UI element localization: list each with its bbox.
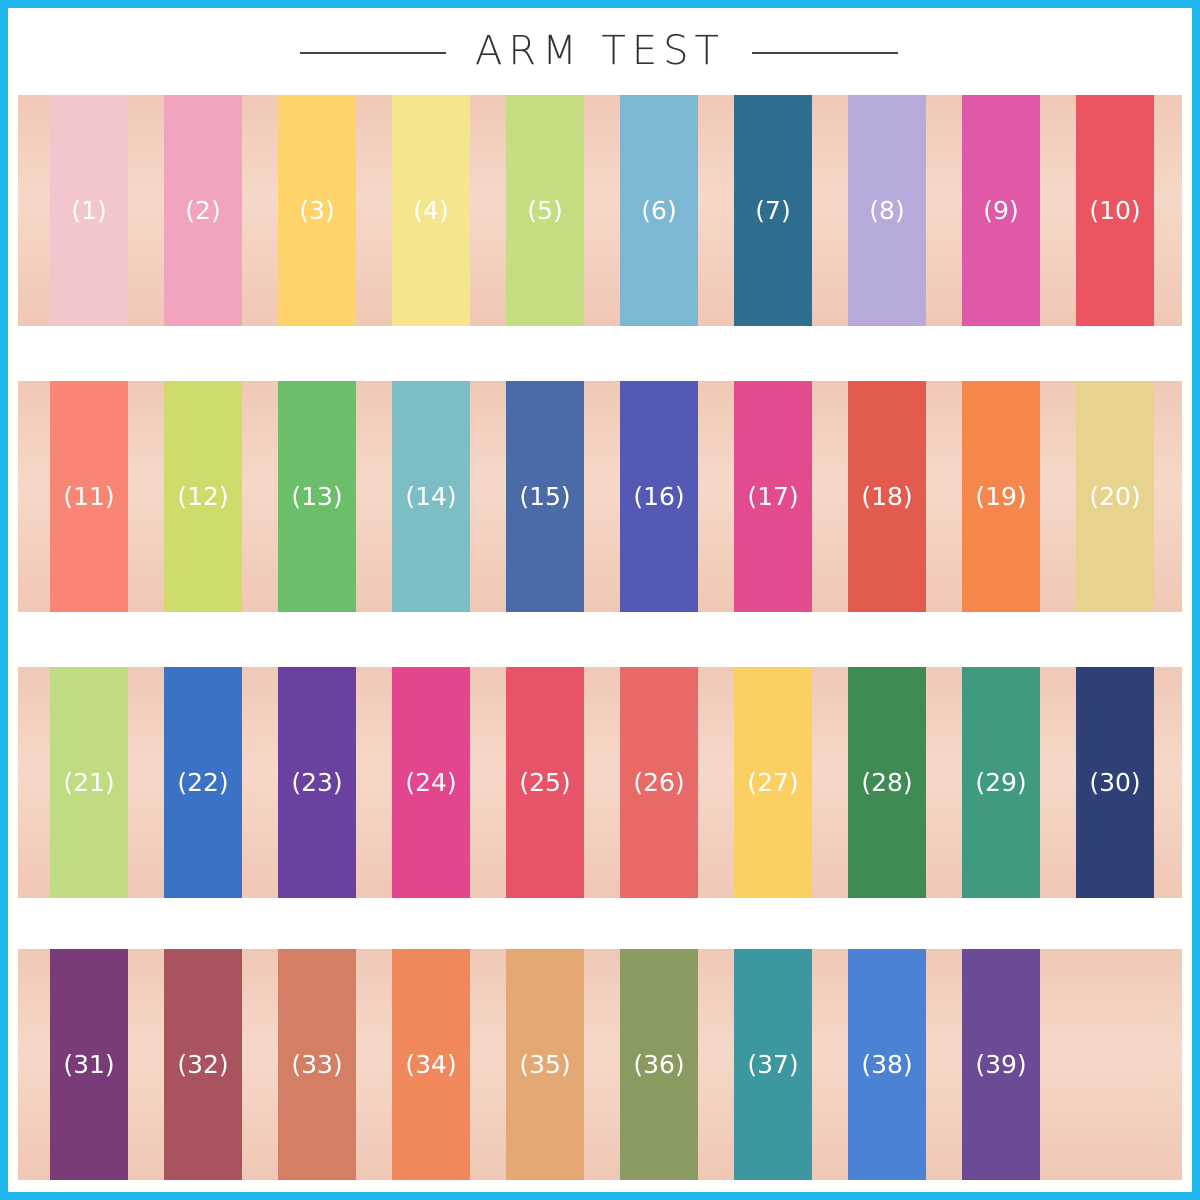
swatch: (12) [164,381,242,612]
swatch-label: (15) [519,482,571,511]
swatch-label: (14) [405,482,457,511]
swatch-label: (21) [63,768,115,797]
swatch-label: (28) [861,768,913,797]
swatch-label: (35) [519,1050,571,1079]
swatch: (16) [620,381,698,612]
swatch-label: (23) [291,768,343,797]
swatch-label: (12) [177,482,229,511]
swatch-label: (26) [633,768,685,797]
swatch: (15) [506,381,584,612]
swatch: (28) [848,667,926,898]
swatch: (5) [506,95,584,326]
arm-row: (11) (12) (13) (14) (15) (16) (17) (18) (19) (20) [18,381,1182,612]
swatch-label: (37) [747,1050,799,1079]
swatch: (24) [392,667,470,898]
swatch: (29) [962,667,1040,898]
swatch-label: (32) [177,1050,229,1079]
header: ARM TEST [8,26,1192,76]
swatch-label: (29) [975,768,1027,797]
title-divider-left [300,52,446,54]
swatch: (37) [734,949,812,1180]
swatch: (26) [620,667,698,898]
page-title: ARM TEST [475,28,725,74]
swatch: (13) [278,381,356,612]
swatch-label: (39) [975,1050,1027,1079]
arm-row: (31) (32) (33) (34) (35) (36) (37) (38) (39) [18,949,1182,1180]
swatch-label: (6) [641,196,677,225]
swatch: (11) [50,381,128,612]
swatch-label: (31) [63,1050,115,1079]
swatch: (3) [278,95,356,326]
swatch: (32) [164,949,242,1180]
swatch-label: (16) [633,482,685,511]
swatch: (27) [734,667,812,898]
swatch: (33) [278,949,356,1180]
swatch-label: (8) [869,196,905,225]
swatch-label: (3) [299,196,335,225]
swatch: (21) [50,667,128,898]
swatch-label: (30) [1089,768,1141,797]
swatch: (22) [164,667,242,898]
arm-row: (21) (22) (23) (24) (25) (26) (27) (28) (29) (30) [18,667,1182,898]
swatch-label: (22) [177,768,229,797]
swatch: (25) [506,667,584,898]
swatch-label: (33) [291,1050,343,1079]
swatch: (31) [50,949,128,1180]
swatch: (9) [962,95,1040,326]
swatch: (39) [962,949,1040,1180]
swatch: (2) [164,95,242,326]
swatch: (35) [506,949,584,1180]
arm-row: (1) (2) (3) (4) (5) (6) (7) (8) (9) (10) [18,95,1182,326]
swatch-label: (13) [291,482,343,511]
swatch: (7) [734,95,812,326]
swatch: (8) [848,95,926,326]
swatch-label: (20) [1089,482,1141,511]
swatch: (10) [1076,95,1154,326]
swatch-label: (7) [755,196,791,225]
swatch: (1) [50,95,128,326]
swatch: (38) [848,949,926,1180]
title-divider-right [752,52,898,54]
swatch-label: (5) [527,196,563,225]
swatch-label: (2) [185,196,221,225]
swatch-label: (9) [983,196,1019,225]
swatch: (20) [1076,381,1154,612]
swatch: (4) [392,95,470,326]
swatch: (6) [620,95,698,326]
swatch: (19) [962,381,1040,612]
swatch: (30) [1076,667,1154,898]
swatch-label: (38) [861,1050,913,1079]
swatch-label: (25) [519,768,571,797]
swatch-label: (19) [975,482,1027,511]
swatch-label: (4) [413,196,449,225]
swatch-label: (24) [405,768,457,797]
swatch: (23) [278,667,356,898]
swatch: (14) [392,381,470,612]
image-frame: ARM TEST (1) (2) (3) (4) (5) (6) (7) (8) (9) (10)… [8,8,1192,1192]
swatch-label: (36) [633,1050,685,1079]
swatch-label: (18) [861,482,913,511]
swatch-label: (1) [71,196,107,225]
swatch: (34) [392,949,470,1180]
swatch: (17) [734,381,812,612]
swatch-label: (11) [63,482,115,511]
swatch-label: (17) [747,482,799,511]
swatch-label: (27) [747,768,799,797]
swatch-label: (10) [1089,196,1141,225]
swatch-label: (34) [405,1050,457,1079]
swatch: (36) [620,949,698,1180]
swatch: (18) [848,381,926,612]
